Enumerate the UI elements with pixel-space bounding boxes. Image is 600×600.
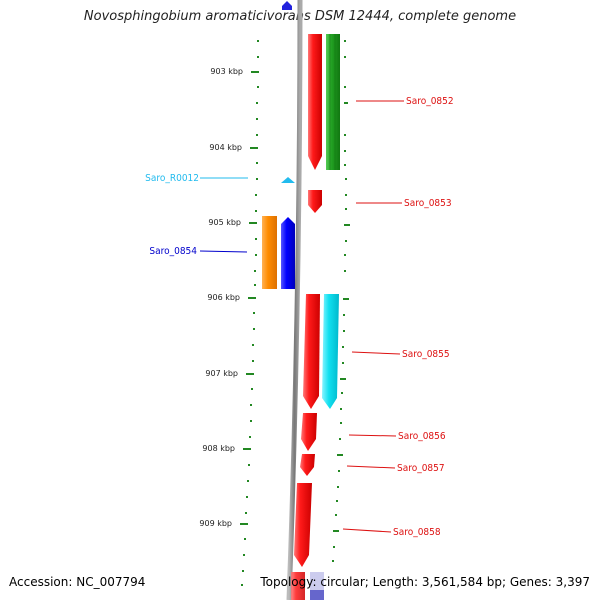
gene-label-saro-0858[interactable]: Saro_0858 [393, 527, 441, 538]
gene-label-saro-0856[interactable]: Saro_0856 [398, 431, 446, 442]
scale-label-903: 903 kbp [210, 67, 243, 76]
scale-tick-906 [248, 297, 256, 299]
scale-tick-905 [249, 222, 257, 224]
gene-label-saro-0853[interactable]: Saro_0853 [404, 198, 452, 209]
genome-backbone [286, 0, 303, 600]
leader-line-saro-0858 [342, 528, 392, 533]
scale-label-905: 905 kbp [208, 218, 241, 227]
scale-tick-909 [240, 523, 248, 525]
leader-line-saro-0856 [348, 434, 397, 437]
accession-text: Accession: NC_007794 [9, 575, 146, 589]
scale-label-908: 908 kbp [202, 444, 235, 453]
gene-label-saro-0857[interactable]: Saro_0857 [397, 463, 445, 474]
gene-arrow-partial-top[interactable] [282, 1, 292, 10]
gene-arrow-partial-bottom-red[interactable] [291, 572, 305, 600]
gene-arrow-saro-0854[interactable] [281, 217, 295, 289]
gene-arrow-partial-bottom-blue[interactable] [310, 590, 324, 600]
gene-arrow-saro-0858[interactable] [294, 483, 312, 567]
scale-tick-903 [251, 71, 259, 73]
scale-label-907: 907 kbp [205, 369, 238, 378]
leader-line-saro-0855 [351, 351, 401, 355]
plus-strand-dotted-guide [332, 40, 350, 562]
scale-tick-908 [243, 448, 251, 450]
gene-arrow-saro-0856[interactable] [301, 413, 317, 451]
scale-label-909: 909 kbp [199, 519, 232, 528]
gene-arrow-saro-r0012[interactable] [281, 177, 295, 183]
gene-arrow-saro-0857[interactable] [300, 454, 315, 476]
gene-label-saro-0854[interactable]: Saro_0854 [149, 246, 197, 257]
scale-label-906: 906 kbp [207, 293, 240, 302]
gene-label-saro-0855[interactable]: Saro_0855 [402, 349, 450, 360]
gene-arrow-saro-0852[interactable] [308, 34, 322, 170]
leader-line-saro-0854 [199, 250, 248, 253]
genome-summary-text: Topology: circular; Length: 3,561,584 bp… [260, 575, 590, 589]
scale-tick-904 [250, 147, 258, 149]
gene-label-saro-0852[interactable]: Saro_0852 [406, 96, 454, 107]
gene-arrow-cyan[interactable] [322, 294, 339, 409]
scale-ticks [240, 71, 259, 525]
gene-label-saro-r0012[interactable]: Saro_R0012 [145, 173, 199, 184]
scale-label-904: 904 kbp [209, 143, 242, 152]
leader-line-saro-0857 [346, 465, 396, 469]
gene-arrow-saro-0855[interactable] [303, 294, 320, 409]
minus-strand-dotted-guide [241, 40, 259, 586]
scale-tick-907 [246, 373, 254, 375]
gene-arrow-saro-0853[interactable] [308, 190, 322, 213]
gene-arrow-green[interactable] [326, 34, 340, 170]
gene-arrow-orange[interactable] [262, 216, 277, 289]
